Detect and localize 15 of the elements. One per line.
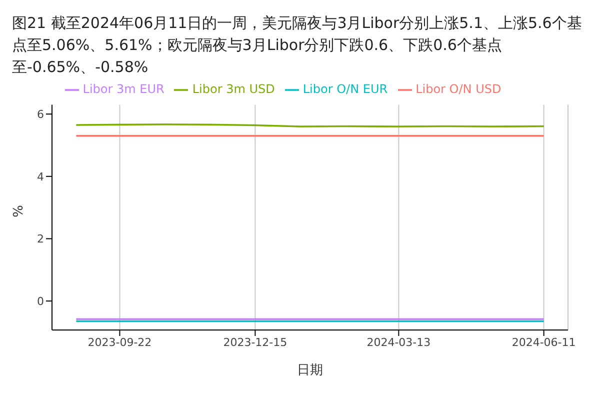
legend-label: Libor 3m EUR	[82, 82, 164, 96]
x-axis-title: 日期	[297, 363, 323, 378]
x-tick-label: 2023-09-22	[88, 336, 152, 349]
legend-label: Libor 3m USD	[192, 82, 275, 96]
y-axis-title: %	[12, 205, 27, 218]
y-tick-label: 4	[37, 170, 44, 184]
legend-label: Libor O/N USD	[416, 82, 502, 96]
x-tick-label: 2024-06-11	[512, 336, 576, 349]
y-tick-label: 0	[37, 294, 44, 308]
legend-label: Libor O/N EUR	[302, 82, 388, 96]
x-tick-label: 2023-12-15	[223, 336, 288, 349]
y-tick-label: 6	[37, 108, 44, 121]
y-tick-label: 2	[37, 232, 44, 246]
x-tick-label: 2024-03-13	[366, 336, 431, 349]
chart-title: 图21 截至2024年06月11日的一周，美元隔夜与3月Libor分别上涨5.1、上涨5.6个基点至5.06%、5.61%；欧元隔夜与3月Libor分别下跌0.6、下跌0.6个基点至-0.65%、-0.58%	[11, 13, 583, 78]
